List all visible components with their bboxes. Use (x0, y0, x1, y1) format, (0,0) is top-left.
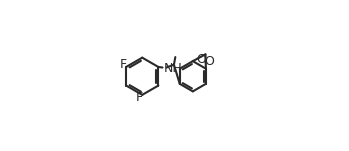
Text: F: F (120, 58, 127, 71)
Text: NH: NH (164, 62, 183, 75)
Text: F: F (136, 91, 143, 104)
Text: O: O (196, 53, 206, 66)
Text: O: O (204, 55, 214, 68)
